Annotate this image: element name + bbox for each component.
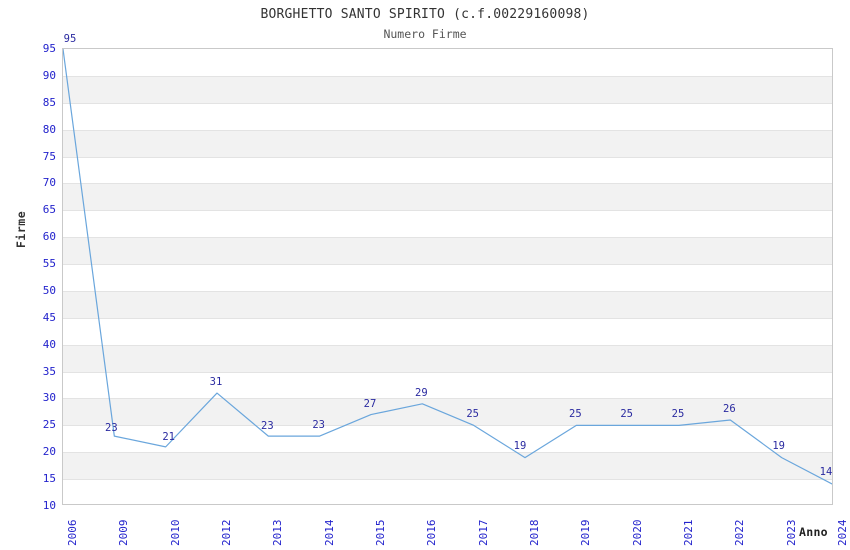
x-axis-tick-label: 2009 — [117, 519, 131, 547]
y-axis-tick-label: 20 — [42, 445, 56, 459]
chart-title: BORGHETTO SANTO SPIRITO (c.f.00229160098… — [260, 7, 590, 22]
y-axis-tick-label: 35 — [42, 364, 56, 378]
gridline — [63, 479, 832, 480]
y-axis-tick-label: 70 — [42, 176, 56, 190]
y-axis-tick-label: 30 — [42, 391, 56, 405]
x-axis-tick-label: 2016 — [425, 519, 439, 547]
x-axis-tick-label: 2021 — [682, 519, 695, 547]
y-axis-tick-label: 25 — [42, 418, 56, 432]
y-axis-tick-label: 60 — [42, 230, 56, 244]
gridline — [63, 425, 832, 426]
background-band — [63, 452, 832, 479]
y-axis-tick-label: 40 — [42, 337, 56, 351]
background-band — [63, 345, 832, 372]
background-band — [63, 76, 832, 103]
series-polyline — [63, 49, 832, 485]
y-axis-tick-label: 50 — [42, 283, 56, 297]
x-axis-label: Anno — [799, 525, 828, 539]
y-axis-tick-label: 65 — [42, 203, 56, 217]
gridline — [63, 130, 832, 131]
gridline — [63, 103, 832, 104]
gridline — [63, 452, 832, 453]
x-axis-tick-label: 2015 — [374, 519, 387, 547]
x-axis-tick-label: 2019 — [579, 519, 593, 547]
y-axis-tick-label: 95 — [42, 42, 56, 55]
y-axis-tick-label: 45 — [42, 310, 56, 324]
y-axis-tick-label: 80 — [42, 122, 56, 136]
gridline — [63, 264, 832, 265]
x-axis-tick-label: 2020 — [630, 519, 644, 547]
x-axis-tick-label: 2006 — [66, 519, 79, 547]
gridline — [63, 398, 832, 399]
y-axis-tick-label: 15 — [42, 472, 56, 486]
x-axis-tick-label: 2014 — [322, 519, 336, 547]
background-band — [63, 130, 832, 157]
y-axis-tick-label: 85 — [42, 95, 56, 109]
gridline — [63, 210, 832, 211]
gridline — [63, 291, 832, 292]
x-axis-tick-label: 2023 — [784, 519, 798, 547]
x-axis-tick-label: 2024 — [836, 519, 849, 547]
gridline — [63, 157, 832, 158]
x-axis-tick-label: 2022 — [733, 519, 747, 547]
x-axis-tick-labels: 2006 2009 2010 2012 2013 2014 2015 2016 2017 2018… — [0, 512, 850, 550]
x-axis-tick-label: 2010 — [168, 519, 182, 547]
line-series — [63, 49, 832, 485]
y-axis-tick-labels: 95 90 85 80 75 70 65 60 55 50 45 40 35 30 25 20 15 10 — [0, 0, 56, 550]
gridline — [63, 237, 832, 238]
background-band — [63, 237, 832, 264]
gridline — [63, 345, 832, 346]
x-axis-tick-label: 2017 — [476, 519, 490, 547]
chart-subtitle: Numero Firme — [383, 27, 467, 41]
gridline — [63, 318, 832, 319]
gridline — [63, 183, 832, 184]
y-axis-tick-label: 10 — [42, 499, 56, 512]
x-axis-tick-label: 2012 — [220, 519, 233, 547]
y-axis-tick-label: 55 — [42, 257, 56, 271]
background-band — [63, 183, 832, 210]
background-band — [63, 291, 832, 318]
x-axis-tick-label: 2018 — [528, 519, 541, 547]
y-axis-tick-label: 75 — [42, 149, 56, 163]
gridline — [63, 76, 832, 77]
x-axis-tick-label: 2013 — [271, 519, 285, 547]
gridline — [63, 372, 832, 373]
y-axis-tick-label: 90 — [42, 68, 56, 82]
plot-area — [62, 48, 833, 505]
